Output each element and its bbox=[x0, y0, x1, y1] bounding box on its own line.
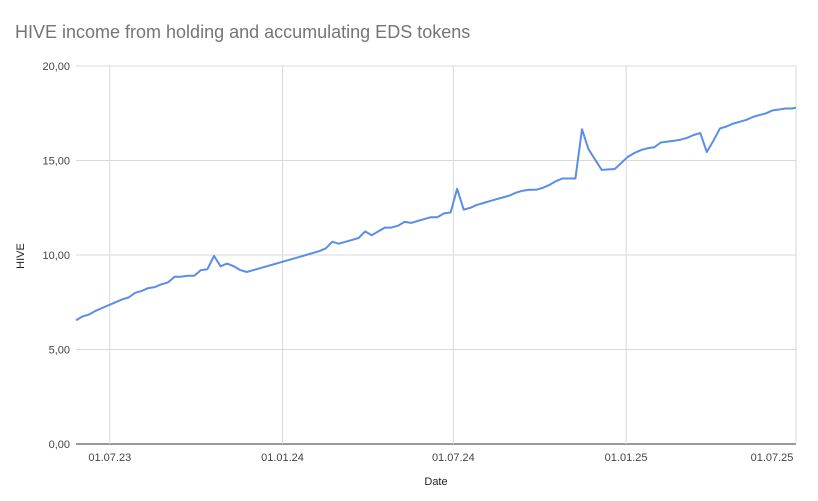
y-tick-label: 15,00 bbox=[42, 156, 70, 168]
y-axis-ticks: 0,00 5,00 10,00 15,00 20,00 bbox=[42, 61, 70, 451]
series-line bbox=[75, 106, 797, 322]
x-axis-title: Date bbox=[424, 476, 447, 488]
y-tick-label: 5,00 bbox=[49, 345, 70, 357]
x-tick-label: 01.01.25 bbox=[605, 452, 648, 464]
x-tick-label: 01.01.24 bbox=[261, 452, 304, 464]
x-tick-label: 01.07.24 bbox=[432, 452, 475, 464]
gridlines bbox=[76, 65, 797, 445]
x-tick-label: 01.07.23 bbox=[88, 452, 131, 464]
y-tick-label: 0,00 bbox=[49, 439, 70, 451]
y-tick-label: 10,00 bbox=[42, 250, 70, 262]
x-tick-label: 01.07.25 bbox=[751, 452, 794, 464]
x-axis-ticks: 01.07.23 01.01.24 01.07.24 01.01.25 01.07.25 bbox=[88, 452, 793, 464]
series-layer bbox=[75, 106, 797, 322]
y-axis-title: HIVE bbox=[15, 243, 27, 269]
y-tick-label: 20,00 bbox=[42, 61, 70, 73]
chart-title: HIVE income from holding and accumulatin… bbox=[15, 22, 471, 42]
